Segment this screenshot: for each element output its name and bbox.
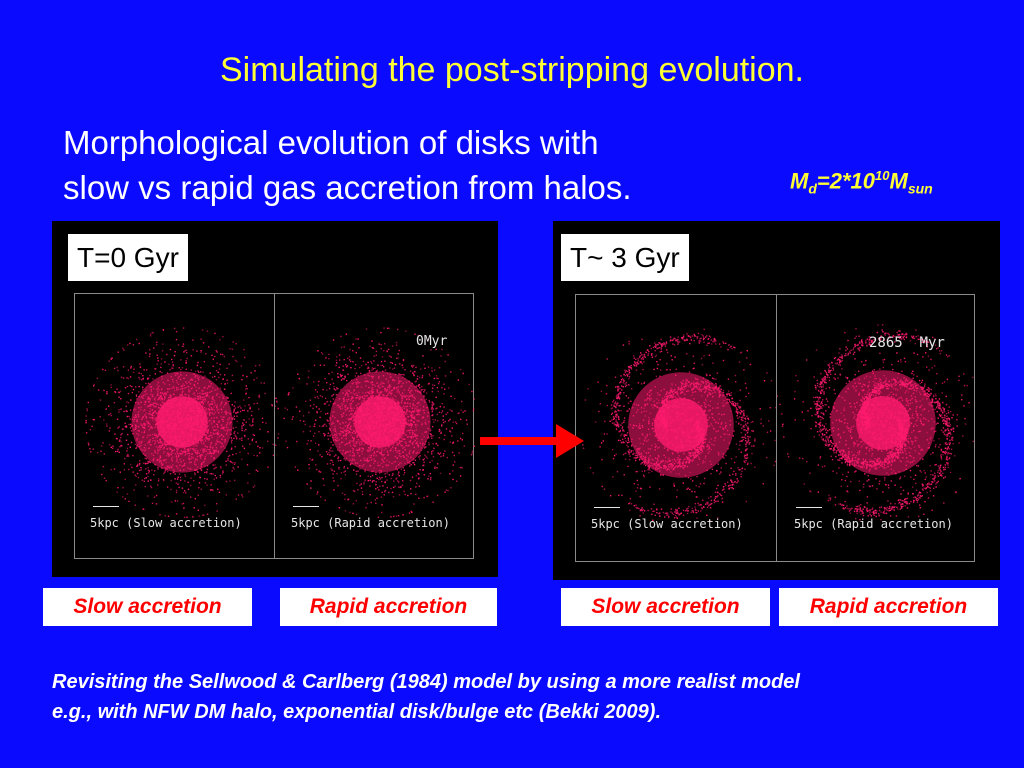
galaxy-render-t3	[582, 324, 974, 523]
mass-subscript: d	[808, 180, 817, 197]
timestamp-t3: 2865 Myr	[869, 335, 945, 351]
time-label-t3: T~ 3 Gyr	[561, 234, 689, 281]
footnote: Revisiting the Sellwood & Carlberg (1984…	[52, 667, 1017, 727]
simulation-plot-t0: 0Myr 5kpc (Slow accretion) 5kpc (Rapid a…	[74, 293, 475, 559]
galaxy-render-t0	[85, 327, 475, 518]
slide-subtitle: Morphological evolution of disks with sl…	[63, 120, 783, 210]
plot-divider	[776, 295, 777, 561]
label-slow-accretion-t3: Slow accretion	[561, 588, 770, 626]
solar-mass-symbol: M	[889, 168, 908, 194]
time-label-t0: T=0 Gyr	[68, 234, 188, 281]
caption-rapid-t3: 5kpc (Rapid accretion)	[794, 517, 953, 531]
timestamp-t0: 0Myr	[416, 334, 448, 349]
caption-slow-t3: 5kpc (Slow accretion)	[591, 517, 743, 531]
galaxy-slow-t0	[85, 327, 280, 518]
mass-value: =2*10	[816, 168, 876, 194]
galaxy-rapid-t0	[283, 327, 475, 518]
footnote-line-1: Revisiting the Sellwood & Carlberg (1984…	[52, 671, 800, 693]
caption-rapid-t0: 5kpc (Rapid accretion)	[291, 516, 450, 530]
plot-divider	[274, 294, 275, 558]
panel-t3: T~ 3 Gyr 2865 Myr 5kpc (Slow accretion) …	[553, 221, 1000, 580]
label-rapid-accretion-t3: Rapid accretion	[779, 588, 998, 626]
label-rapid-accretion-t0: Rapid accretion	[280, 588, 497, 626]
simulation-plot-t3: 2865 Myr 5kpc (Slow accretion) 5kpc (Rap…	[575, 294, 975, 562]
mass-symbol: M	[790, 168, 809, 194]
galaxy-rapid-t3	[782, 324, 974, 523]
mass-exponent: 10	[875, 168, 890, 183]
subtitle-line-1: Morphological evolution of disks with	[63, 124, 599, 161]
scale-bar	[293, 506, 319, 507]
caption-slow-t0: 5kpc (Slow accretion)	[90, 516, 242, 530]
disk-mass-label: Md=2*1010Msun	[790, 168, 933, 197]
scale-bar	[796, 507, 822, 508]
galaxy-slow-t3	[582, 328, 784, 522]
label-slow-accretion-t0: Slow accretion	[43, 588, 252, 626]
arrow-right-icon	[480, 424, 584, 458]
slide-title: Simulating the post-stripping evolution.	[220, 51, 804, 89]
panel-t0: T=0 Gyr 0Myr 5kpc (Slow accretion) 5kpc …	[52, 221, 498, 577]
footnote-line-2: e.g., with NFW DM halo, exponential disk…	[52, 701, 662, 723]
subtitle-line-2: slow vs rapid gas accretion from halos.	[63, 169, 632, 206]
scale-bar	[594, 507, 620, 508]
solar-mass-subscript: sun	[907, 180, 933, 197]
scale-bar	[93, 506, 119, 507]
